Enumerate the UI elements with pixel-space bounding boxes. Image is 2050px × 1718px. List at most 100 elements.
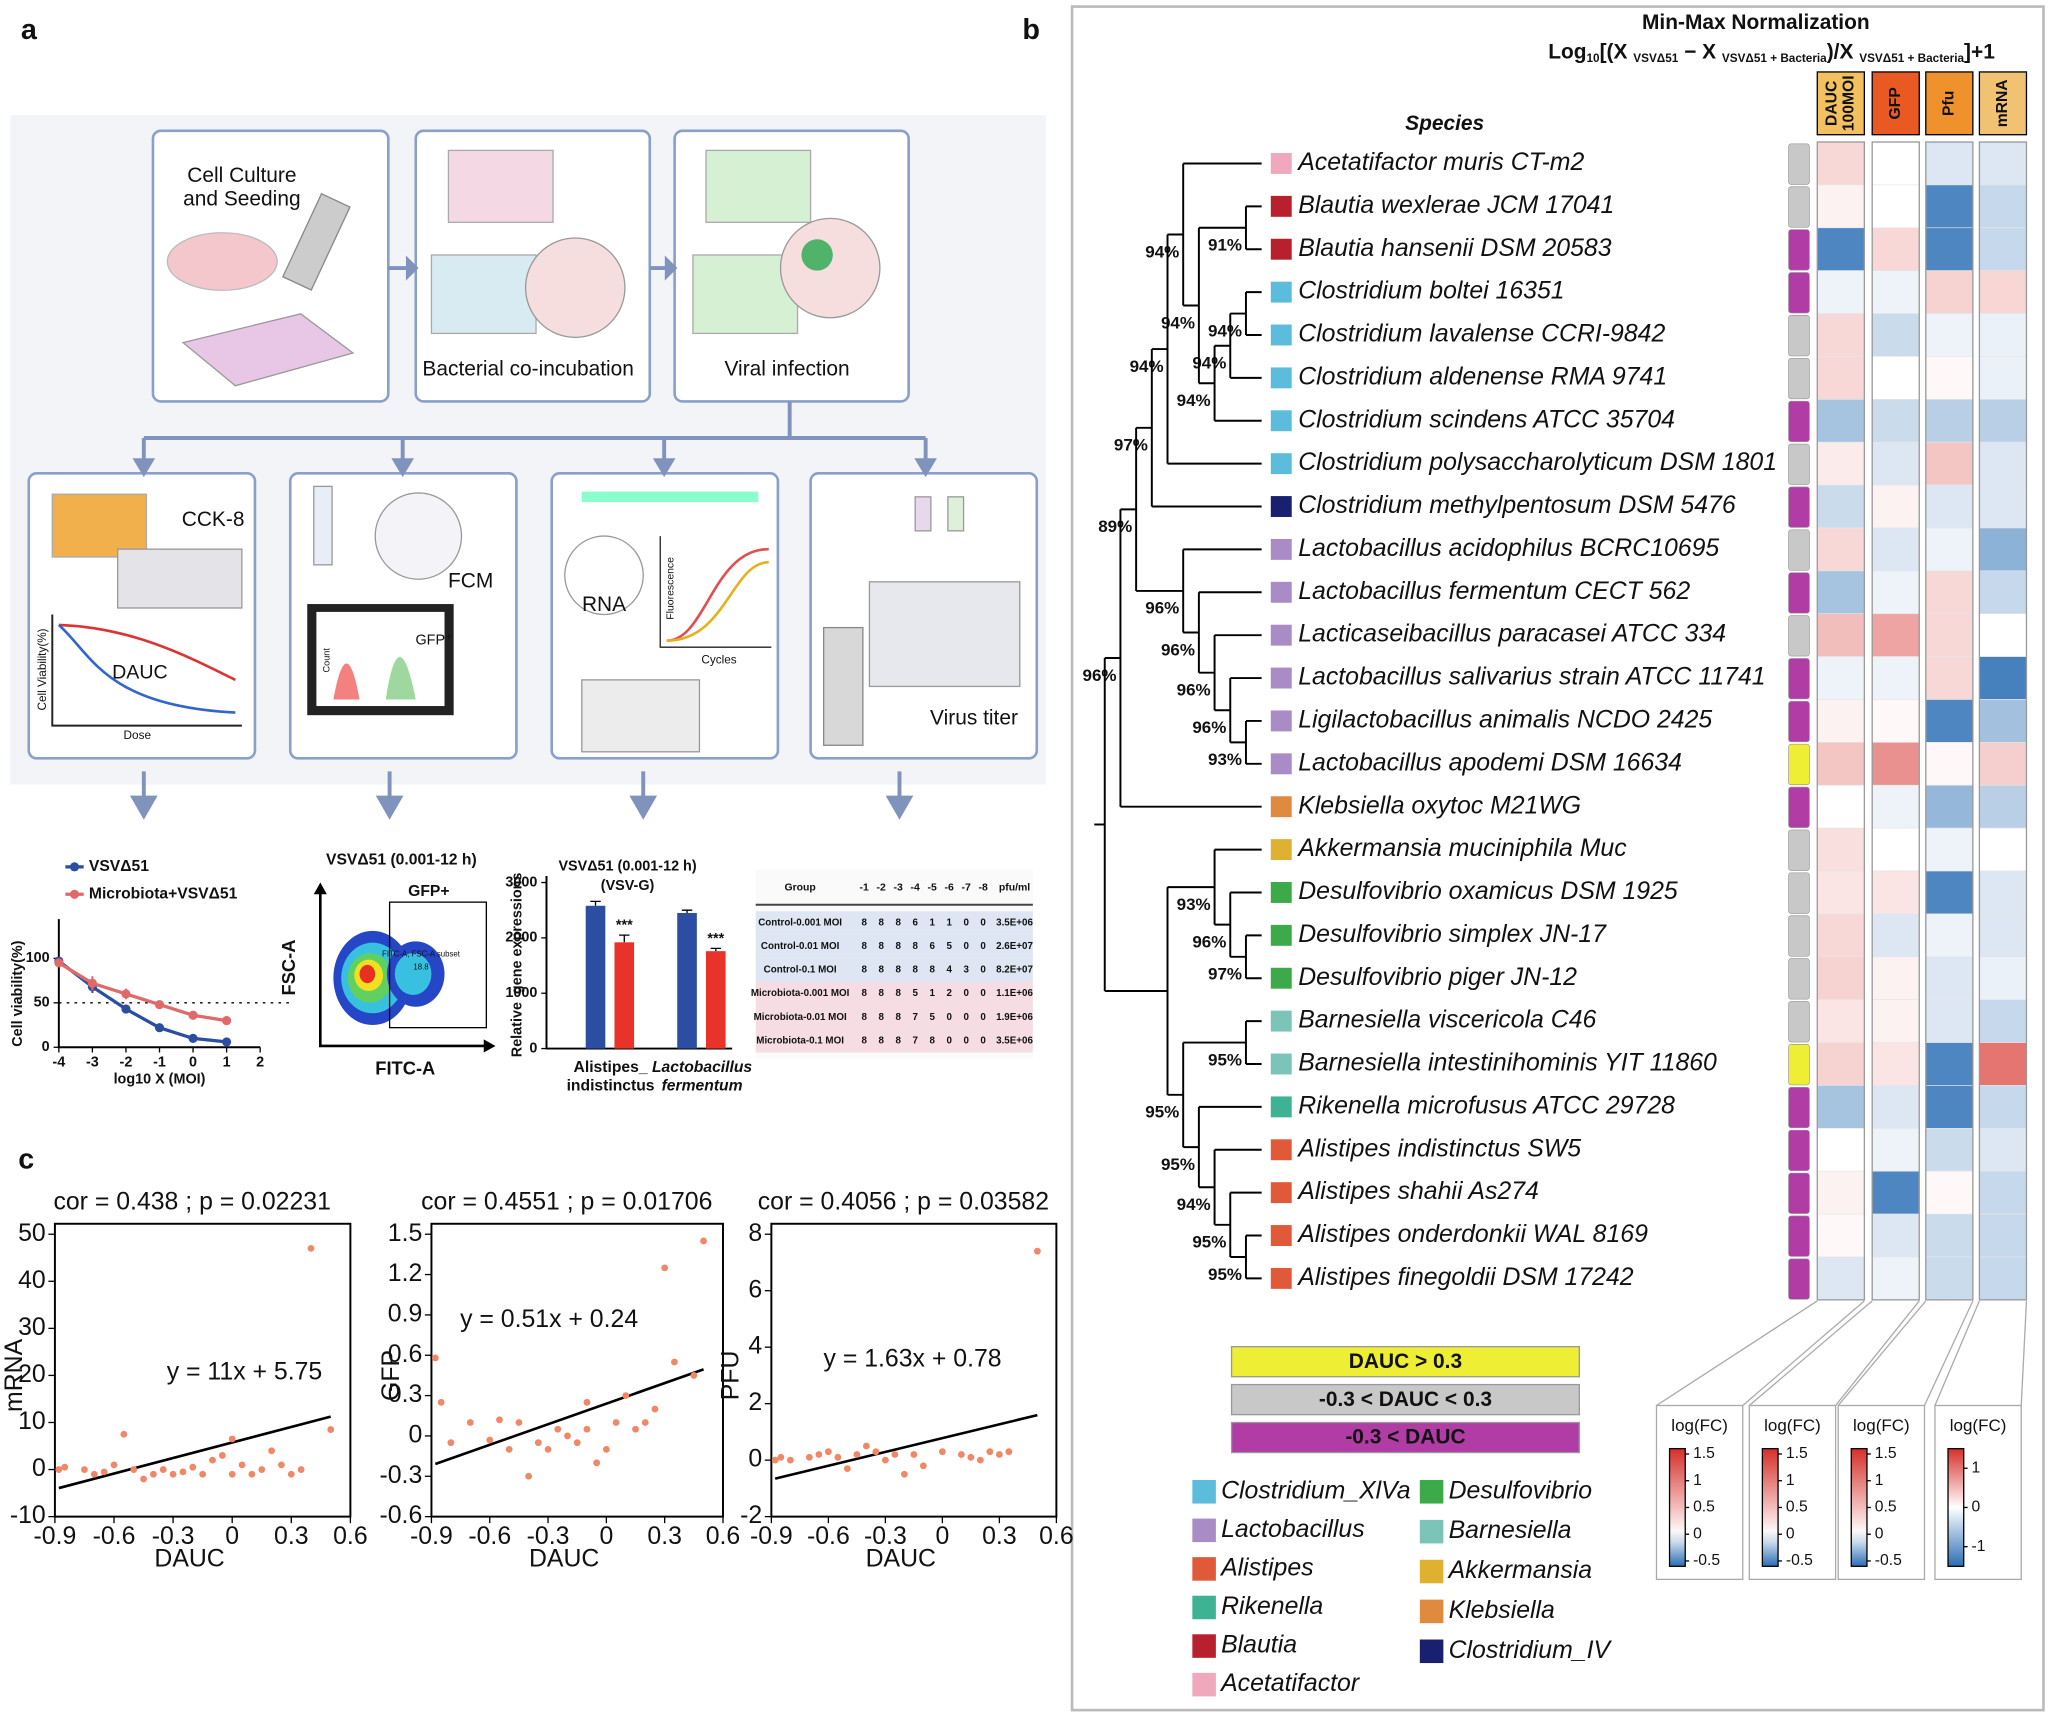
point (437, 1398, 445, 1406)
genus-swatch (1270, 796, 1292, 818)
column-header (1871, 71, 1920, 136)
legend-swatch (1192, 1634, 1216, 1658)
formula: Log10[(X VSVΔ51 − X VSVΔ51 + Bacteria)/X… (1548, 40, 1995, 65)
table-header: -3 (894, 883, 903, 894)
heat-cell (1925, 613, 1974, 657)
heat-cell (1979, 141, 2027, 186)
virus (801, 239, 833, 271)
gate-label: GFP+ (408, 883, 449, 900)
point (583, 1398, 591, 1406)
bootstrap-label: 96% (1177, 680, 1211, 699)
table-cell: 8 (861, 1012, 867, 1023)
table-cell: 3.5E+06 (996, 1035, 1033, 1046)
tree-branch (1182, 162, 1262, 307)
icon-label: Fluorescence (665, 557, 676, 620)
table-cell: 1 (946, 918, 952, 929)
legend-swatch (1192, 1480, 1216, 1504)
error-bar (681, 909, 693, 913)
point (805, 1453, 813, 1461)
y-tick-label: -0.3 (379, 1462, 422, 1489)
point (268, 1447, 275, 1455)
colorbar-tick-label: 1 (1693, 1472, 1702, 1489)
colorbar-tick-label: 0.5 (1875, 1499, 1897, 1516)
group-cell (1788, 1258, 1810, 1300)
bootstrap-label: 95% (1208, 1050, 1242, 1069)
legend-label: Acetatifactor (1219, 1670, 1361, 1697)
point (81, 1466, 88, 1473)
point (815, 1451, 823, 1458)
heat-cell (1816, 1256, 1865, 1301)
icon-label: Count (321, 648, 331, 673)
point (671, 1358, 678, 1366)
column-header (1925, 71, 1974, 136)
point (188, 1010, 198, 1020)
heat-cell (1816, 141, 1865, 186)
column-frame (1978, 141, 2028, 1301)
chart-subtitle: (VSV-G) (601, 878, 655, 894)
mini-axes (659, 536, 772, 648)
heat-cell (1979, 1256, 2027, 1301)
assay-label: CCK-8 (182, 508, 245, 531)
species-label: Alistipes indistinctus SW5 (1296, 1135, 1581, 1162)
connector (1656, 1300, 1818, 1407)
heat-cell (1925, 484, 1974, 529)
point (544, 1445, 552, 1453)
heat-cell (1871, 227, 1920, 271)
legend-marker (69, 889, 80, 899)
heat-cell (1816, 870, 1865, 915)
heat-cell (1871, 570, 1920, 615)
table-cell: 8 (878, 965, 884, 976)
group-cell (1788, 786, 1810, 828)
point (872, 1448, 880, 1456)
species-label: Akkermansia muciniphila Muc (1296, 835, 1627, 862)
legend-label: Lactobacillus (1221, 1516, 1365, 1543)
table-cell: 5 (912, 988, 918, 999)
group-legend-box (1230, 1421, 1580, 1454)
y-tick-label: 0.6 (388, 1341, 423, 1368)
bar (705, 951, 726, 1049)
point (54, 958, 64, 968)
point (843, 1465, 851, 1473)
arrowhead (664, 255, 678, 281)
x-tick-label: 1 (223, 1055, 231, 1071)
point (287, 1470, 295, 1478)
group-cell (1788, 701, 1810, 743)
heat-cell (1979, 870, 2027, 915)
icon-label: Cycles (701, 653, 736, 666)
heat-cell (1979, 1127, 2027, 1172)
petri-dish (166, 232, 278, 291)
point (209, 1456, 216, 1464)
bootstrap-label: 97% (1208, 965, 1242, 984)
group-cell (1788, 315, 1810, 357)
table-cell: 0 (963, 1012, 969, 1023)
point (466, 1419, 474, 1426)
bootstrap-label: 93% (1208, 750, 1242, 769)
group-legend-label: DAUC > 0.3 (1349, 1350, 1462, 1373)
plot-frame (770, 1222, 1058, 1518)
bar (585, 905, 606, 1049)
y-tick-label: 40 (18, 1267, 46, 1294)
table-header: pfu/ml (999, 883, 1030, 894)
point (622, 1392, 630, 1399)
heat-cell (1816, 227, 1865, 271)
y-tick-label: 10 (18, 1408, 46, 1435)
group-cell (1788, 1044, 1810, 1086)
heat-cell (1979, 956, 2027, 1001)
column-frame (1925, 141, 1974, 1301)
colorbar-tick-label: 0 (1693, 1525, 1702, 1542)
error-bar (590, 900, 601, 906)
bootstrap-label: 96% (1083, 666, 1117, 685)
legend-label: Akkermansia (1447, 1557, 1593, 1584)
bootstrap-label: 94% (1130, 357, 1164, 376)
point (777, 1453, 785, 1461)
legend-label: Microbiota+VSVΔ51 (89, 885, 238, 902)
table-header: -5 (928, 883, 937, 894)
heat-cell (1979, 184, 2027, 229)
point (900, 1470, 908, 1478)
microscope (823, 626, 864, 746)
y-tick-label: 1000 (505, 985, 537, 1001)
x-tick-label: Alistipes_ indistinctus (567, 1059, 655, 1094)
point (297, 1466, 305, 1473)
zoom-circle (524, 237, 626, 339)
x-tick-label: -0.9 (410, 1523, 453, 1550)
